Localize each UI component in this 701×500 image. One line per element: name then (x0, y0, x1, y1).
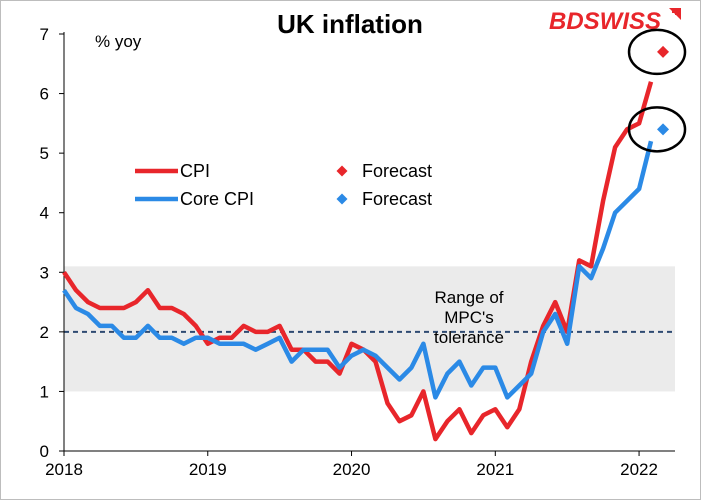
y-tick-label: 6 (40, 85, 49, 104)
y-tick-label: 1 (40, 382, 49, 401)
legend-layer: CPI Forecast Core CPI Forecast (135, 161, 432, 209)
series-line-core-cpi (62, 140, 654, 400)
swiss-cross-icon (669, 8, 681, 20)
series-layer (62, 28, 687, 442)
axes-layer: 0 1 2 3 4 5 6 7 2018 2019 2020 2021 2022 (40, 25, 675, 479)
legend-swatch-marker (336, 193, 348, 205)
legend-label: CPI (180, 161, 210, 181)
legend-label: Forecast (362, 189, 432, 209)
tolerance-annotation-line: Range of (435, 288, 504, 307)
forecast-marker-core-cpi (657, 123, 670, 136)
logo-part1: BD (549, 8, 584, 35)
y-tick-label: 0 (40, 442, 49, 461)
legend-label: Forecast (362, 161, 432, 181)
tolerance-band (64, 266, 675, 392)
y-tick-label: 5 (40, 144, 49, 163)
chart-title: UK inflation (277, 9, 423, 39)
forecast-highlight-circle (627, 28, 687, 76)
y-tick-label: 4 (40, 204, 49, 223)
y-tick-label: 3 (40, 263, 49, 282)
tolerance-annotation-line: MPC's (444, 308, 494, 327)
series-line-cpi (62, 81, 654, 442)
tolerance-band-layer (64, 266, 675, 392)
tolerance-annotation-line: tolerance (434, 328, 504, 347)
forecast-highlight-circle (627, 106, 687, 153)
svg-text:BDSWISS: BDSWISS (549, 8, 661, 35)
forecast-marker-cpi (657, 45, 670, 58)
y-axis-unit-label: % yoy (95, 32, 142, 51)
legend-swatch-marker (336, 165, 348, 177)
x-tick-label: 2020 (333, 460, 371, 479)
x-tick-label: 2019 (189, 460, 227, 479)
legend-label: Core CPI (180, 189, 254, 209)
logo: BDSWISS (549, 8, 681, 35)
y-tick-label: 7 (40, 25, 49, 44)
y-tick-label: 2 (40, 323, 49, 342)
x-tick-label: 2018 (45, 460, 83, 479)
x-tick-label: 2022 (620, 460, 658, 479)
x-tick-label: 2021 (476, 460, 514, 479)
